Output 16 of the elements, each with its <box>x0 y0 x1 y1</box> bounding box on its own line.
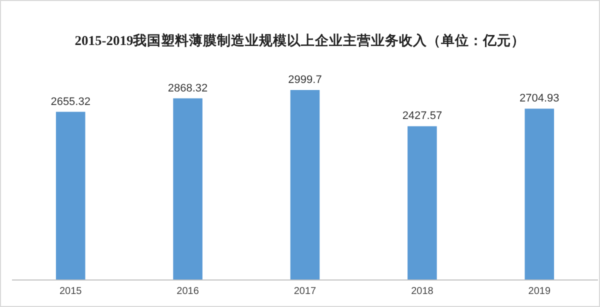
data-label: 2655.32 <box>50 96 90 108</box>
bar <box>408 126 437 280</box>
data-label: 2868.32 <box>168 82 208 94</box>
bar <box>524 108 554 280</box>
x-tick-label: 2019 <box>528 286 551 298</box>
chart-title: 2015-2019我国塑料薄膜制造业规模以上企业主营业务收入（单位：亿元） <box>74 32 526 48</box>
data-label: 2999.7 <box>288 74 322 86</box>
x-tick-label: 2017 <box>294 286 317 298</box>
bar <box>173 98 202 280</box>
data-label: 2427.57 <box>402 110 442 122</box>
bar <box>290 90 320 280</box>
x-tick-label: 2015 <box>59 286 82 298</box>
x-tick-label: 2016 <box>176 286 200 298</box>
data-label: 2704.93 <box>520 92 560 105</box>
bar <box>56 112 86 280</box>
x-tick-label: 2018 <box>411 286 434 298</box>
